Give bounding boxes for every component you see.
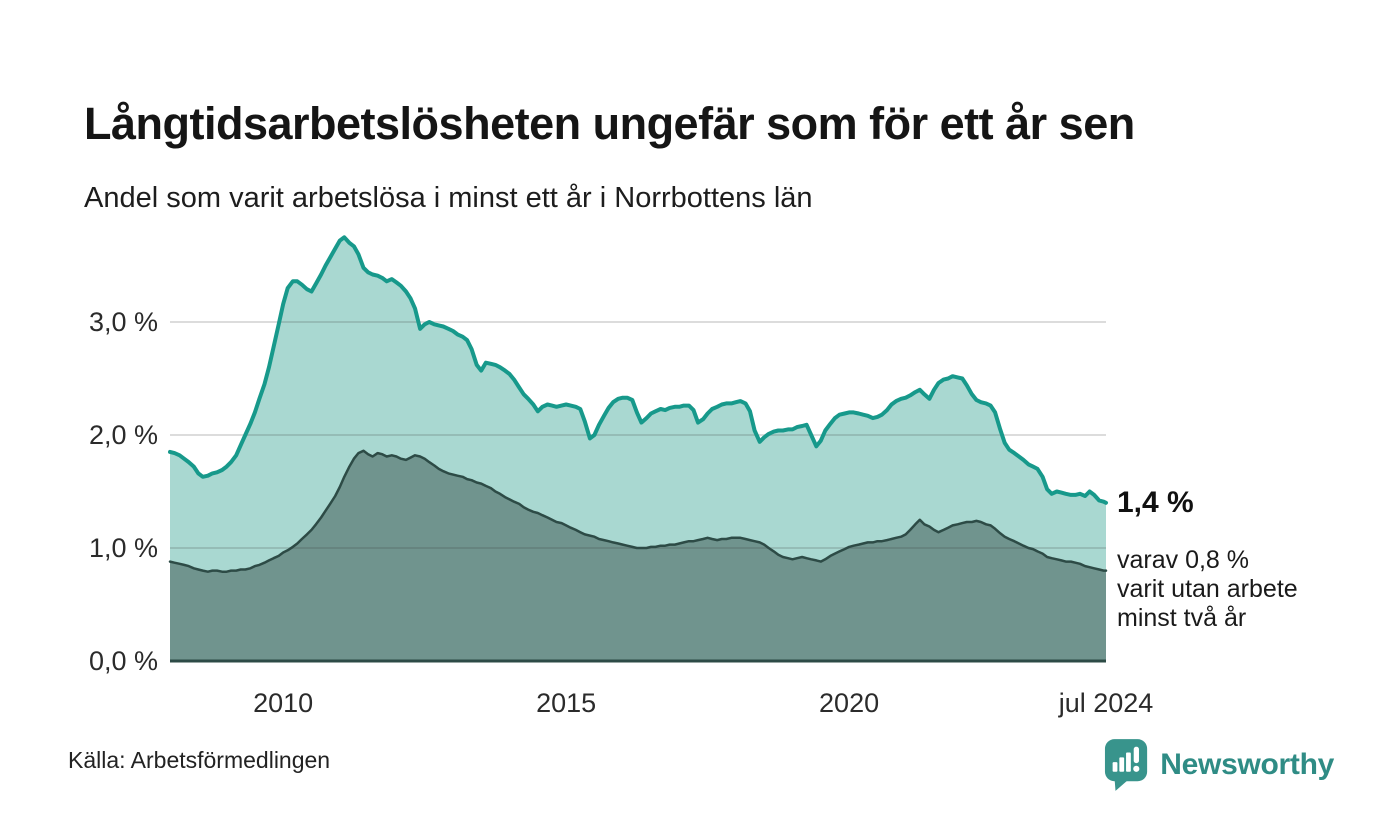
newsworthy-logo: Newsworthy <box>1104 738 1334 792</box>
y-tick-label: 3,0 % <box>88 307 158 337</box>
y-tick-label: 1,0 % <box>88 533 158 563</box>
plot-svg <box>168 235 1108 663</box>
y-tick-label: 2,0 % <box>88 420 158 450</box>
x-tick-label: 2010 <box>253 688 314 718</box>
x-tick-label: jul 2024 <box>1058 688 1154 718</box>
source-label: Källa: Arbetsförmedlingen <box>68 747 331 773</box>
newsworthy-icon <box>1105 739 1148 791</box>
x-tick-label: 2015 <box>536 688 597 718</box>
endpoint-sub-label: varav 0,8 % varit utan arbete minst två … <box>1117 546 1298 632</box>
newsworthy-wordmark: Newsworthy <box>1160 748 1334 781</box>
x-tick-label: 2020 <box>819 688 880 718</box>
endpoint-annotation: 1,4 % varav 0,8 % varit utan arbete mins… <box>1117 486 1387 633</box>
area-chart: 0,0 % 1,0 % 2,0 % 3,0 % 2010 2015 2020 jul 202… <box>0 210 1400 770</box>
page-title: Långtidsarbetslösheten ungefär som för e… <box>84 98 1135 150</box>
y-tick-label: 0,0 % <box>88 646 158 676</box>
endpoint-value-label: 1,4 % <box>1117 486 1194 519</box>
chart-subtitle: Andel som varit arbetslösa i minst ett å… <box>84 182 813 214</box>
